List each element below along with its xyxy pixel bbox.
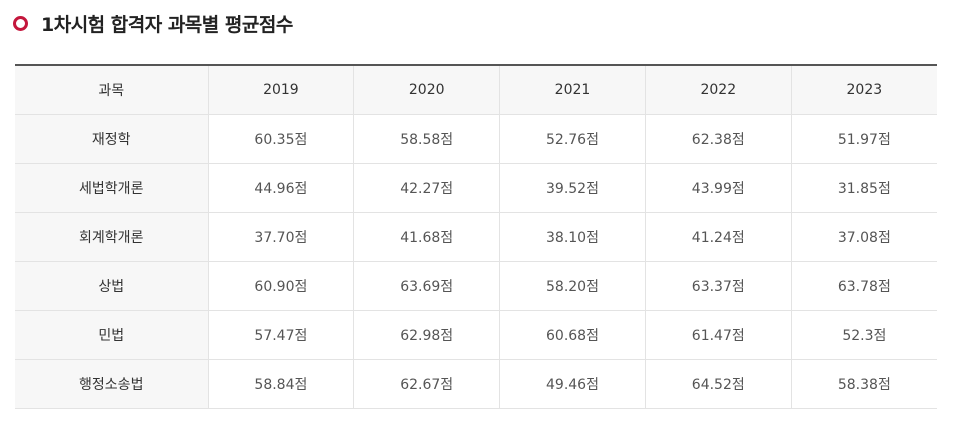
table-row: 행정소송법 58.84점 62.67점 49.46점 64.52점 58.38점 xyxy=(15,359,937,409)
score-cell: 38.10점 xyxy=(499,212,646,262)
score-cell: 60.35점 xyxy=(207,114,354,164)
score-cell: 60.68점 xyxy=(499,310,646,360)
row-subject: 상법 xyxy=(15,261,208,311)
table-row: 재정학 60.35점 58.58점 52.76점 62.38점 51.97점 xyxy=(15,114,937,164)
table-row: 민법 57.47점 62.98점 60.68점 61.47점 52.3점 xyxy=(15,310,937,360)
average-score-table: 과목 2019 2020 2021 2022 2023 재정학 60.35점 5… xyxy=(15,64,937,409)
column-header-year: 2022 xyxy=(644,65,792,115)
score-cell: 49.46점 xyxy=(499,359,646,409)
table-row: 회계학개론 37.70점 41.68점 38.10점 41.24점 37.08점 xyxy=(15,212,937,262)
column-header-year: 2019 xyxy=(207,65,354,115)
row-subject: 회계학개론 xyxy=(15,212,208,262)
score-cell: 44.96점 xyxy=(207,163,354,213)
table-row: 세법학개론 44.96점 42.27점 39.52점 43.99점 31.85점 xyxy=(15,163,937,213)
column-header-year: 2023 xyxy=(790,65,937,115)
score-cell: 58.20점 xyxy=(499,261,646,311)
page-title: 1차시험 합격자 과목별 평균점수 xyxy=(41,13,293,36)
score-cell: 63.78점 xyxy=(790,261,937,311)
score-cell: 52.3점 xyxy=(790,310,937,360)
row-subject: 재정학 xyxy=(15,114,208,164)
score-cell: 58.38점 xyxy=(790,359,937,409)
score-cell: 64.52점 xyxy=(644,359,792,409)
section-heading: 1차시험 합격자 과목별 평균점수 xyxy=(13,8,293,38)
score-cell: 52.76점 xyxy=(499,114,646,164)
score-cell: 37.08점 xyxy=(790,212,937,262)
score-cell: 58.58점 xyxy=(353,114,500,164)
score-cell: 60.90점 xyxy=(207,261,354,311)
column-header-year: 2020 xyxy=(353,65,500,115)
score-cell: 58.84점 xyxy=(207,359,354,409)
score-cell: 63.37점 xyxy=(644,261,792,311)
column-header-subject: 과목 xyxy=(15,65,208,115)
score-cell: 39.52점 xyxy=(499,163,646,213)
row-subject: 세법학개론 xyxy=(15,163,208,213)
score-cell: 51.97점 xyxy=(790,114,937,164)
score-cell: 41.68점 xyxy=(353,212,500,262)
bullet-circle-icon xyxy=(13,15,28,31)
table-header-row: 과목 2019 2020 2021 2022 2023 xyxy=(15,65,937,115)
score-cell: 43.99점 xyxy=(644,163,792,213)
score-cell: 63.69점 xyxy=(353,261,500,311)
score-cell: 57.47점 xyxy=(207,310,354,360)
score-cell: 62.38점 xyxy=(644,114,792,164)
score-cell: 37.70점 xyxy=(207,212,354,262)
score-cell: 41.24점 xyxy=(644,212,792,262)
row-subject: 민법 xyxy=(15,310,208,360)
table-row: 상법 60.90점 63.69점 58.20점 63.37점 63.78점 xyxy=(15,261,937,311)
score-cell: 42.27점 xyxy=(353,163,500,213)
score-cell: 62.67점 xyxy=(353,359,500,409)
score-cell: 61.47점 xyxy=(644,310,792,360)
row-subject: 행정소송법 xyxy=(15,359,208,409)
column-header-year: 2021 xyxy=(499,65,646,115)
score-cell: 62.98점 xyxy=(353,310,500,360)
score-cell: 31.85점 xyxy=(790,163,937,213)
